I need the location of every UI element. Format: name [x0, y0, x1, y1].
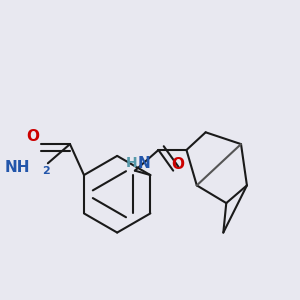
Text: 2: 2: [43, 166, 50, 176]
Text: N: N: [137, 156, 150, 171]
Text: NH: NH: [5, 160, 30, 175]
Text: H: H: [126, 156, 138, 170]
Text: O: O: [27, 129, 40, 144]
Text: O: O: [171, 157, 184, 172]
